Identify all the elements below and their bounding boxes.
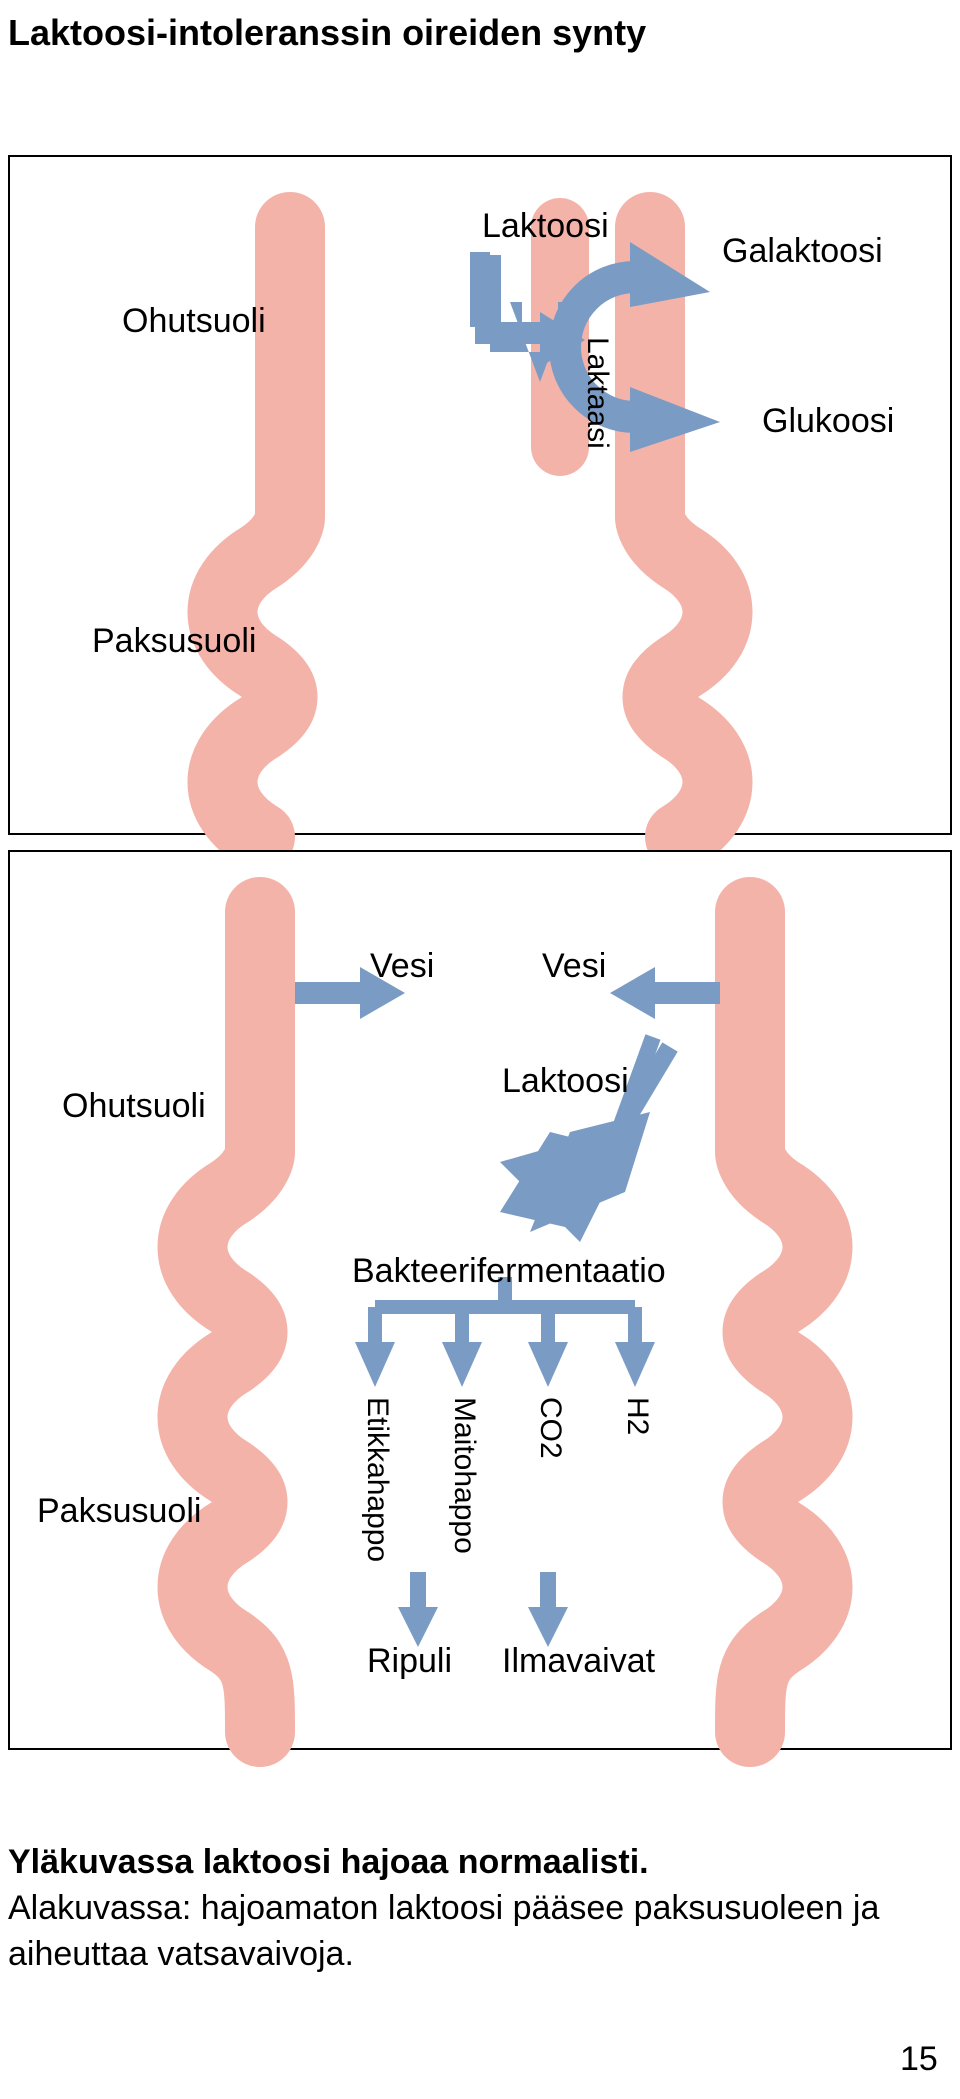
label-galaktoosi: Galaktoosi	[722, 232, 883, 271]
label-vesi2: Vesi	[542, 947, 606, 986]
caption-line2: Alakuvassa: hajoamaton laktoosi pääsee p…	[8, 1889, 879, 1973]
bottom-panel: Ohutsuoli Paksusuoli Vesi Vesi Laktoosi …	[8, 850, 952, 1750]
label-paksusuoli-top: Paksusuoli	[92, 622, 256, 661]
label-laktoosi-top: Laktoosi	[482, 207, 609, 246]
label-etikkahappo: Etikkahappo	[360, 1397, 394, 1562]
label-bakteeri: Bakteerifermentaatio	[352, 1252, 666, 1291]
label-co2: CO2	[533, 1397, 567, 1459]
label-paksusuoli-bottom: Paksusuoli	[37, 1492, 201, 1531]
bottom-intestine-svg	[10, 852, 954, 1752]
label-ripuli: Ripuli	[367, 1642, 452, 1681]
top-panel: Ohutsuoli Paksusuoli Laktoosi Galaktoosi…	[8, 155, 952, 835]
label-ohutsuoli-bottom: Ohutsuoli	[62, 1087, 206, 1126]
label-maitohappo: Maitohappo	[447, 1397, 481, 1554]
page-number: 15	[900, 2040, 938, 2079]
page-title: Laktoosi-intoleranssin oireiden synty	[8, 12, 646, 54]
caption-line1: Yläkuvassa laktoosi hajoaa normaalisti.	[8, 1843, 649, 1881]
label-vesi1: Vesi	[370, 947, 434, 986]
label-h2: H2	[620, 1397, 654, 1435]
label-laktaasi: Laktaasi	[580, 337, 614, 449]
label-ohutsuoli-top: Ohutsuoli	[122, 302, 266, 341]
label-ilmavaivat: Ilmavaivat	[502, 1642, 655, 1681]
label-laktoosi-bottom: Laktoosi	[502, 1062, 629, 1101]
caption: Yläkuvassa laktoosi hajoaa normaalisti. …	[8, 1840, 948, 1978]
label-glukoosi: Glukoosi	[762, 402, 894, 441]
